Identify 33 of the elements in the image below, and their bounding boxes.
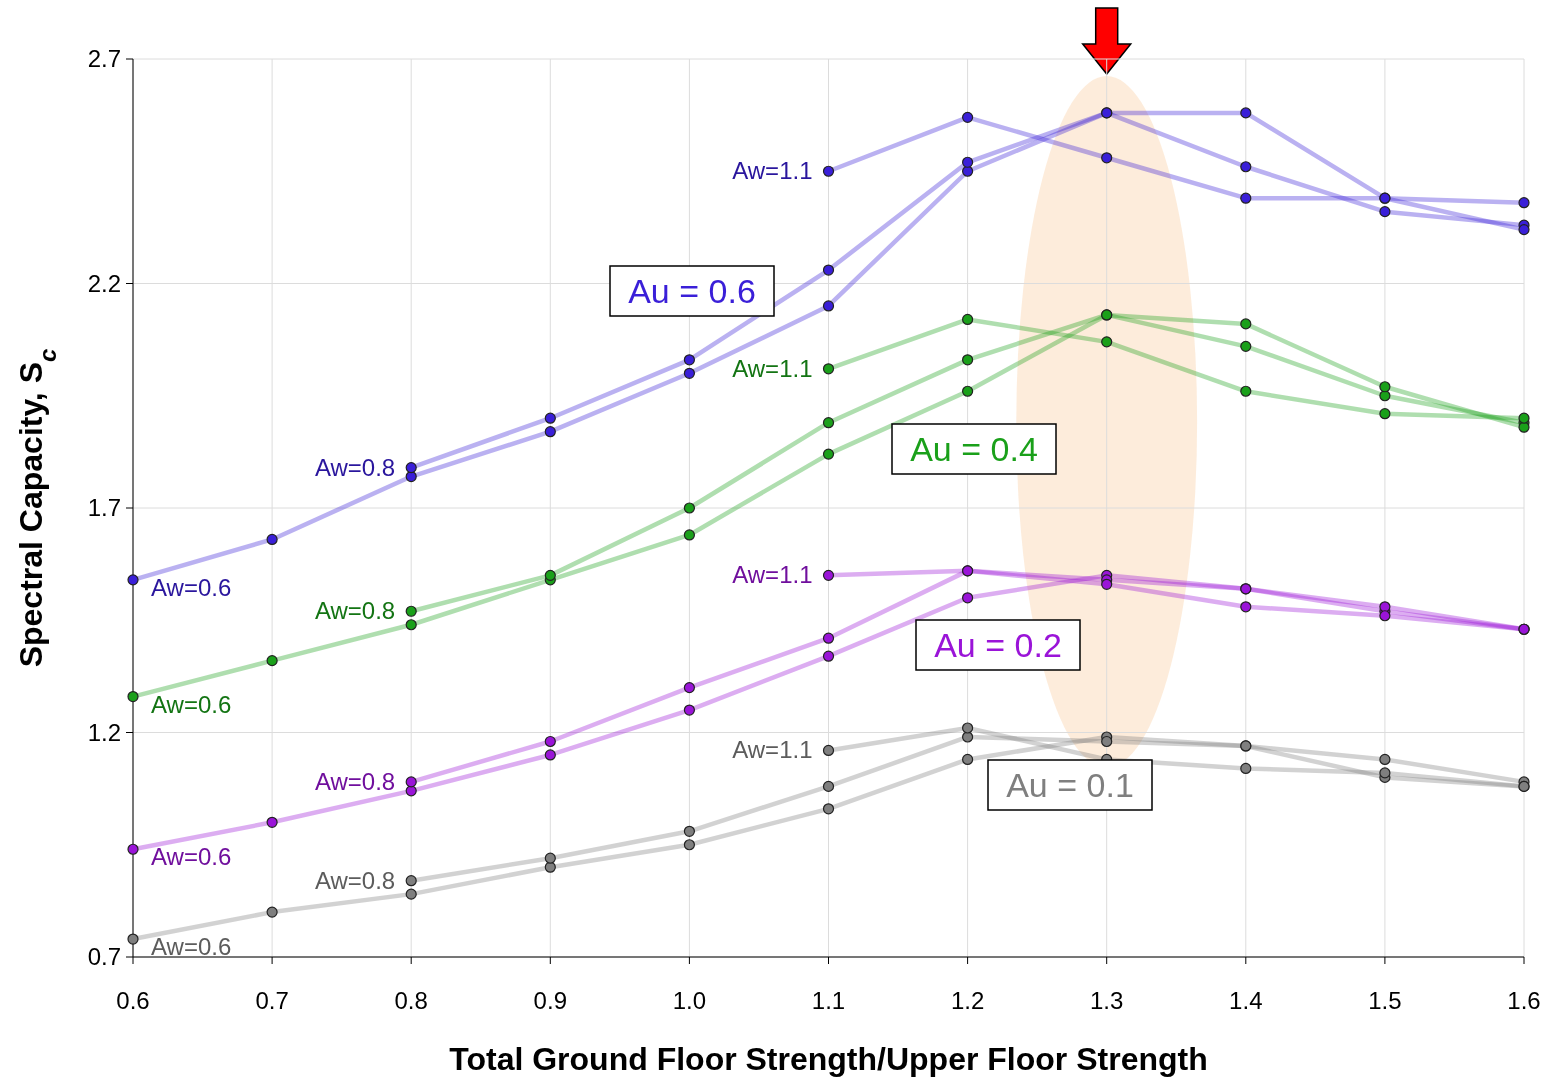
- x-tick-label: 1.2: [950, 987, 985, 1014]
- series-label: Aw=0.6: [151, 933, 232, 961]
- x-tick-label: 1.4: [1229, 987, 1263, 1014]
- y-tick-label: 2.7: [87, 45, 121, 72]
- x-tick-label: 1.3: [1090, 987, 1124, 1014]
- x-tick-label: 0.7: [255, 987, 289, 1014]
- series-label: Aw=0.6: [151, 843, 232, 871]
- annotation: Au = 0.6: [628, 272, 756, 310]
- series-label: Aw=1.1: [732, 157, 813, 185]
- series-label: Aw=0.8: [314, 453, 396, 481]
- x-tick-label: 1.0: [672, 987, 707, 1014]
- series-label: Aw=0.8: [314, 597, 396, 625]
- y-tick-label: 1.7: [87, 494, 121, 521]
- x-tick-label: 0.8: [394, 987, 428, 1014]
- x-tick-label: 1.1: [811, 987, 846, 1014]
- annotation: Au = 0.1: [1006, 766, 1134, 804]
- series-label: Aw=0.8: [314, 866, 396, 894]
- y-tick-label: 2.2: [87, 269, 121, 297]
- annotation: Au = 0.2: [934, 626, 1062, 664]
- annotation: Au = 0.4: [910, 430, 1038, 468]
- x-tick-label: 0.6: [116, 987, 150, 1014]
- series-label: Aw=1.1: [732, 736, 813, 764]
- x-axis-title: Total Ground Floor Strength/Upper Floor Strength: [449, 1041, 1208, 1077]
- series-label: Aw=0.6: [151, 573, 232, 601]
- x-tick-label: 0.9: [533, 987, 567, 1014]
- series-label: Aw=1.1: [732, 561, 813, 589]
- series-label: Aw=0.6: [151, 690, 232, 718]
- series-label: Aw=1.1: [732, 354, 813, 382]
- x-tick-label: 1.6: [1507, 987, 1541, 1014]
- y-tick-label: 0.7: [87, 943, 121, 970]
- series-label: Aw=0.8: [314, 767, 396, 795]
- y-tick-label: 1.2: [87, 718, 121, 746]
- x-tick-label: 1.5: [1368, 987, 1402, 1014]
